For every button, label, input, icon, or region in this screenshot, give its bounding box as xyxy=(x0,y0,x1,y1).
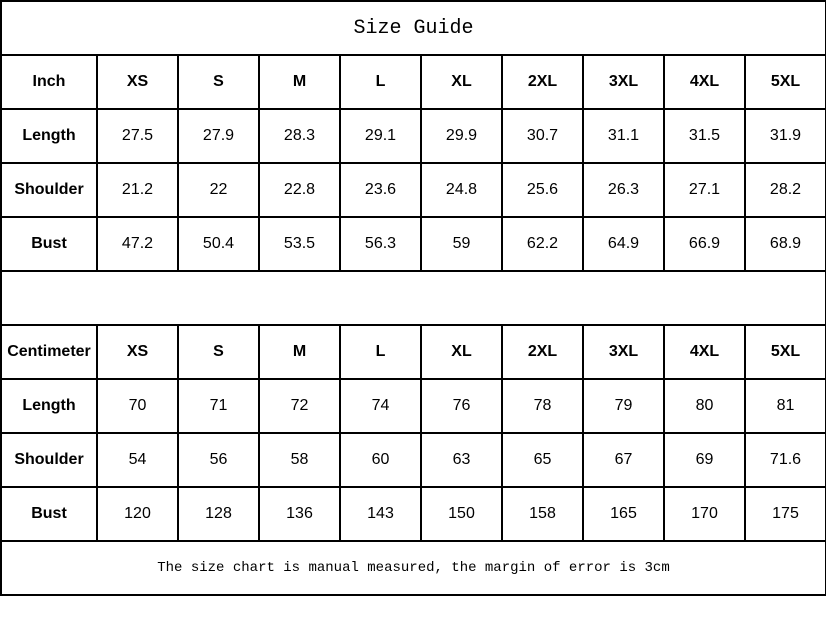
measurement-value: 128 xyxy=(177,486,260,542)
header-row: Inch XS S M L XL 2XL 3XL 4XL 5XL xyxy=(0,54,826,110)
measurement-value: 31.1 xyxy=(582,108,665,164)
measurement-value: 158 xyxy=(501,486,584,542)
measurement-value: 76 xyxy=(420,378,503,434)
measurement-value: 28.3 xyxy=(258,108,341,164)
measurement-value: 65 xyxy=(501,432,584,488)
measurement-value: 27.1 xyxy=(663,162,746,218)
title-row: Size Guide xyxy=(0,0,826,56)
measurement-value: 60 xyxy=(339,432,422,488)
size-header: XL xyxy=(420,54,503,110)
size-header: 4XL xyxy=(663,324,746,380)
size-header: 2XL xyxy=(501,324,584,380)
measurement-value: 67 xyxy=(582,432,665,488)
measurement-label: Bust xyxy=(0,486,98,542)
measurement-value: 78 xyxy=(501,378,584,434)
size-header: XS xyxy=(96,54,179,110)
measurement-label: Length xyxy=(0,108,98,164)
measurement-value: 29.9 xyxy=(420,108,503,164)
measurement-value: 58 xyxy=(258,432,341,488)
measurement-value: 21.2 xyxy=(96,162,179,218)
blank-cell xyxy=(0,270,826,326)
measurement-value: 29.1 xyxy=(339,108,422,164)
size-header: 4XL xyxy=(663,54,746,110)
table-row: Length 70 71 72 74 76 78 79 80 81 xyxy=(0,378,826,434)
header-row: Centimeter XS S M L XL 2XL 3XL 4XL 5XL xyxy=(0,324,826,380)
table-row: Bust 120 128 136 143 150 158 165 170 175 xyxy=(0,486,826,542)
measurement-value: 66.9 xyxy=(663,216,746,272)
measurement-value: 69 xyxy=(663,432,746,488)
measurement-value: 54 xyxy=(96,432,179,488)
footnote: The size chart is manual measured, the m… xyxy=(0,540,826,596)
measurement-value: 59 xyxy=(420,216,503,272)
measurement-value: 74 xyxy=(339,378,422,434)
measurement-value: 68.9 xyxy=(744,216,826,272)
measurement-value: 30.7 xyxy=(501,108,584,164)
size-header: 5XL xyxy=(744,54,826,110)
measurement-value: 56.3 xyxy=(339,216,422,272)
measurement-value: 150 xyxy=(420,486,503,542)
size-guide-body: Size Guide Inch XS S M L XL 2XL 3XL 4XL 5XL Length 2… xyxy=(0,0,826,596)
table-row: Shoulder 21.2 22 22.8 23.6 24.8 25.6 26.3 27.1 28… xyxy=(0,162,826,218)
size-header: L xyxy=(339,324,422,380)
size-header: S xyxy=(177,324,260,380)
measurement-label: Shoulder xyxy=(0,162,98,218)
measurement-value: 62.2 xyxy=(501,216,584,272)
measurement-value: 47.2 xyxy=(96,216,179,272)
measurement-value: 70 xyxy=(96,378,179,434)
measurement-label: Shoulder xyxy=(0,432,98,488)
measurement-value: 28.2 xyxy=(744,162,826,218)
measurement-value: 64.9 xyxy=(582,216,665,272)
measurement-value: 165 xyxy=(582,486,665,542)
measurement-value: 143 xyxy=(339,486,422,542)
measurement-value: 22.8 xyxy=(258,162,341,218)
measurement-value: 26.3 xyxy=(582,162,665,218)
spacer-row xyxy=(0,270,826,326)
measurement-value: 24.8 xyxy=(420,162,503,218)
measurement-value: 63 xyxy=(420,432,503,488)
measurement-label: Bust xyxy=(0,216,98,272)
size-header: 5XL xyxy=(744,324,826,380)
size-header: S xyxy=(177,54,260,110)
measurement-value: 25.6 xyxy=(501,162,584,218)
measurement-label: Length xyxy=(0,378,98,434)
measurement-value: 50.4 xyxy=(177,216,260,272)
size-header: L xyxy=(339,54,422,110)
measurement-value: 72 xyxy=(258,378,341,434)
size-header: XS xyxy=(96,324,179,380)
measurement-value: 31.5 xyxy=(663,108,746,164)
size-header: XL xyxy=(420,324,503,380)
measurement-value: 175 xyxy=(744,486,826,542)
size-header: 3XL xyxy=(582,54,665,110)
size-guide-table: Size Guide Inch XS S M L XL 2XL 3XL 4XL 5XL Length 2… xyxy=(0,0,826,596)
unit-header: Centimeter xyxy=(0,324,98,380)
size-header: M xyxy=(258,54,341,110)
table-row: Shoulder 54 56 58 60 63 65 67 69 71.6 xyxy=(0,432,826,488)
measurement-value: 170 xyxy=(663,486,746,542)
measurement-value: 136 xyxy=(258,486,341,542)
measurement-value: 23.6 xyxy=(339,162,422,218)
measurement-value: 27.5 xyxy=(96,108,179,164)
size-header: 3XL xyxy=(582,324,665,380)
footnote-row: The size chart is manual measured, the m… xyxy=(0,540,826,596)
measurement-value: 81 xyxy=(744,378,826,434)
measurement-value: 71 xyxy=(177,378,260,434)
measurement-value: 120 xyxy=(96,486,179,542)
measurement-value: 27.9 xyxy=(177,108,260,164)
measurement-value: 56 xyxy=(177,432,260,488)
unit-header: Inch xyxy=(0,54,98,110)
table-row: Bust 47.2 50.4 53.5 56.3 59 62.2 64.9 66.9 68.9 xyxy=(0,216,826,272)
measurement-value: 79 xyxy=(582,378,665,434)
measurement-value: 53.5 xyxy=(258,216,341,272)
size-header: M xyxy=(258,324,341,380)
measurement-value: 80 xyxy=(663,378,746,434)
measurement-value: 71.6 xyxy=(744,432,826,488)
page-title: Size Guide xyxy=(0,0,826,56)
table-row: Length 27.5 27.9 28.3 29.1 29.9 30.7 31.1 31.5 31… xyxy=(0,108,826,164)
measurement-value: 31.9 xyxy=(744,108,826,164)
size-header: 2XL xyxy=(501,54,584,110)
measurement-value: 22 xyxy=(177,162,260,218)
